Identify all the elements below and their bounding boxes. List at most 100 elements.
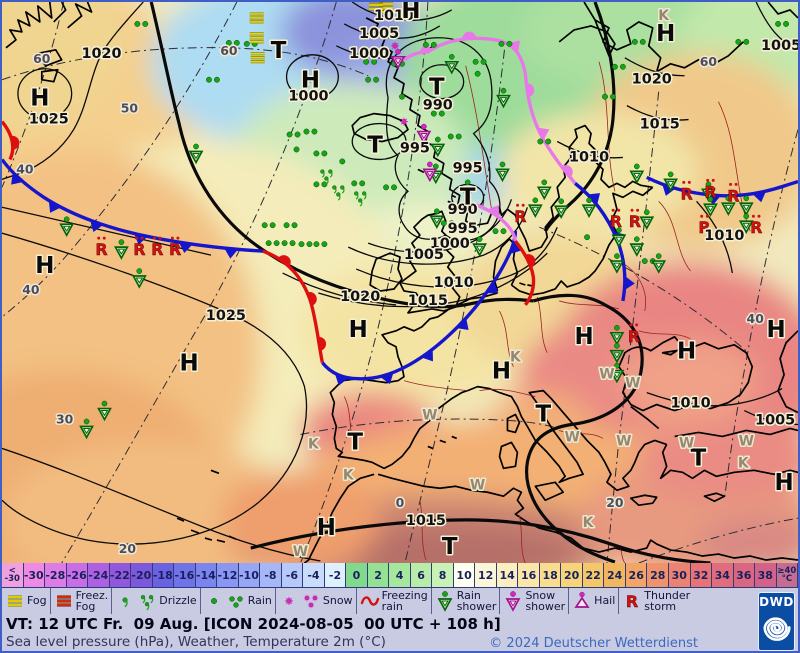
isobar bbox=[626, 105, 689, 121]
pressure-label: 1020 bbox=[81, 46, 121, 62]
hail-icon bbox=[575, 591, 590, 608]
temperature-scale: < -30 -30 -28 -26 -24 -22 -20 -18 -16 -14 -12 -10 -8… bbox=[2, 563, 798, 588]
scale-cell: < -30 bbox=[2, 563, 24, 587]
high-center-label: H bbox=[301, 68, 320, 94]
low-center-label: T bbox=[691, 445, 707, 471]
scale-cell: -26 bbox=[66, 563, 89, 587]
snow-icon bbox=[284, 596, 294, 606]
legend-item-rain: Rain bbox=[201, 588, 276, 614]
legend-item-hail: Hail bbox=[569, 588, 620, 614]
isobar bbox=[755, 2, 798, 51]
front-marker bbox=[526, 83, 535, 98]
front-warm bbox=[514, 240, 536, 306]
snow-symbol bbox=[399, 117, 409, 127]
thunderstorms-symbol bbox=[750, 215, 762, 237]
freezing-rain-icon bbox=[360, 596, 379, 606]
airmass-label: W bbox=[616, 433, 631, 449]
isobar-bold bbox=[525, 293, 644, 563]
isobar bbox=[351, 122, 407, 161]
weather-symbol-legend: Fog Freez. Fog Drizzle Rain Snow Freezing rai… bbox=[2, 588, 798, 614]
airmass-label: W bbox=[679, 435, 694, 451]
pressure-label: 1005 bbox=[404, 247, 444, 263]
low-center-label: T bbox=[442, 534, 458, 560]
high-center-label: H bbox=[30, 86, 49, 112]
front-marker bbox=[486, 281, 499, 294]
front-occluded bbox=[471, 201, 518, 242]
scale-cell: -14 bbox=[195, 563, 218, 587]
front-marker bbox=[624, 276, 635, 291]
thunderstorms-symbol bbox=[133, 237, 145, 259]
thunderstorms-symbol bbox=[704, 179, 716, 201]
legend-item-label: Freezing rain bbox=[381, 588, 428, 613]
scale-cell: 36 bbox=[733, 563, 756, 587]
high-center-label: H bbox=[317, 515, 336, 541]
scale-cell: 28 bbox=[647, 563, 669, 587]
airmass-label: K bbox=[510, 350, 522, 366]
thunderstorms-symbol bbox=[629, 209, 641, 231]
fog-symbol bbox=[249, 52, 267, 64]
isobar bbox=[743, 409, 798, 426]
product-subtitle: Sea level pressure (hPa), Weather, Tempe… bbox=[6, 634, 386, 650]
coast-sicily bbox=[534, 481, 565, 502]
front-marker bbox=[278, 255, 291, 267]
scale-cell: -6 bbox=[281, 563, 304, 587]
front-marker bbox=[752, 191, 767, 203]
drizzle-icon bbox=[137, 590, 157, 612]
front-marker bbox=[178, 242, 193, 254]
scale-cell: 20 bbox=[561, 563, 583, 587]
pressure-label: 1010 bbox=[374, 8, 414, 24]
weather-map: 1020102510101005100010009909959959909951… bbox=[2, 2, 798, 563]
front-marker bbox=[509, 240, 522, 254]
coast-canaries bbox=[176, 469, 237, 543]
scale-cell: 16 bbox=[518, 563, 540, 587]
rain-shower-icon bbox=[437, 590, 452, 611]
low-center-label: T bbox=[271, 38, 287, 64]
thunderstorms-symbol bbox=[514, 204, 526, 226]
scale-cell: -24 bbox=[88, 563, 110, 587]
front-cold bbox=[321, 231, 518, 381]
coast-iceland bbox=[351, 112, 409, 143]
thunderstorms-symbol bbox=[610, 209, 622, 231]
airmass-label: K bbox=[738, 455, 750, 471]
front-cold bbox=[2, 158, 263, 253]
front-marker bbox=[307, 292, 317, 306]
rain-singles-symbol bbox=[339, 158, 346, 165]
isobar bbox=[646, 388, 783, 407]
high-center-label: H bbox=[656, 21, 675, 47]
isobar bbox=[2, 2, 144, 180]
coast-balearics bbox=[427, 435, 458, 450]
pressure-label: 1000 bbox=[349, 46, 389, 62]
graticule-label: 20 bbox=[606, 495, 624, 510]
front-marker bbox=[380, 372, 394, 385]
front-occluded bbox=[402, 36, 577, 185]
legend-item-label: Fog bbox=[27, 594, 47, 608]
snow-shower-icon bbox=[506, 590, 521, 611]
coast-greece-turkey bbox=[659, 427, 798, 480]
pressure-label: 1005 bbox=[761, 38, 798, 54]
high-center-label: H bbox=[179, 351, 198, 377]
front-marker bbox=[662, 184, 676, 196]
pressure-label: 1010 bbox=[434, 275, 474, 291]
front-marker bbox=[11, 172, 24, 185]
airmass-label: W bbox=[293, 544, 308, 560]
scale-cell: -10 bbox=[238, 563, 261, 587]
airmass-label: K bbox=[658, 8, 670, 24]
pressure-label: 1000 bbox=[288, 89, 328, 105]
legend-item-rain-shower: Rain shower bbox=[432, 588, 501, 614]
scale-cell: -22 bbox=[109, 563, 132, 587]
legend-item-label: Drizzle bbox=[159, 594, 197, 608]
front-marker bbox=[318, 336, 326, 351]
isobar bbox=[285, 54, 339, 100]
coast-baltic-south bbox=[510, 186, 654, 296]
coast-greenland bbox=[5, 2, 93, 83]
thunderstorm-icon bbox=[625, 591, 639, 612]
high-center-label: H bbox=[492, 359, 511, 385]
legend-item-snow-shower: Snow shower bbox=[500, 588, 570, 614]
valid-time-line: VT: 12 UTC Fr. 09 Aug. [ICON 2024-08-05 … bbox=[6, 615, 501, 633]
scale-cell: 14 bbox=[496, 563, 519, 587]
front-marker bbox=[587, 193, 601, 205]
isobar bbox=[17, 68, 73, 120]
legend-item-freezing-rain: Freezing rain bbox=[357, 588, 432, 614]
isobar bbox=[355, 226, 558, 288]
coast-blacksea bbox=[618, 335, 754, 412]
